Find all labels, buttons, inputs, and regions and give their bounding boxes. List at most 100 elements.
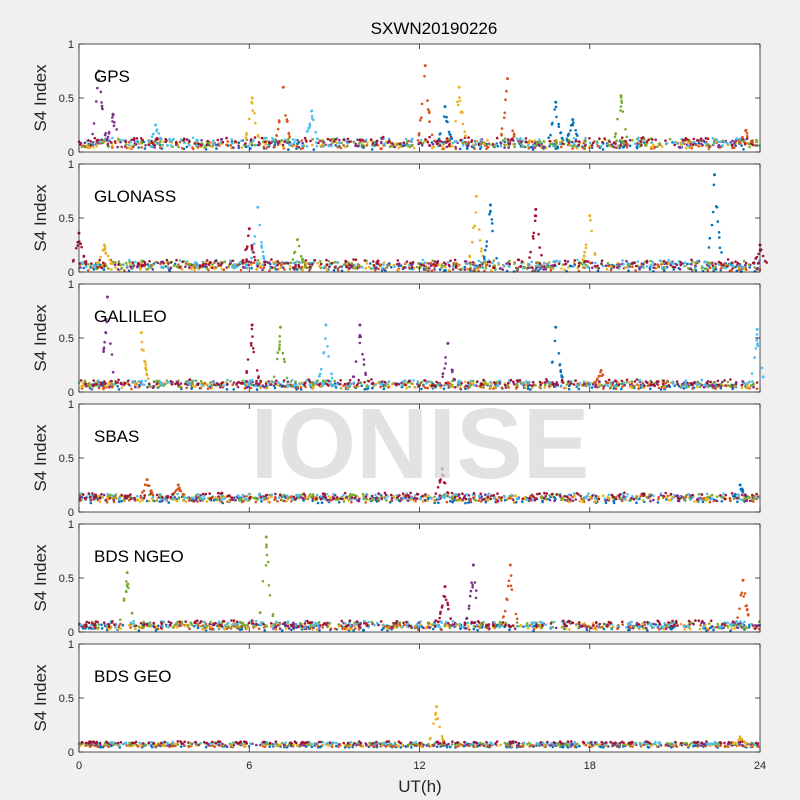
- data-point: [532, 144, 535, 147]
- data-point: [634, 264, 638, 268]
- data-point: [327, 144, 331, 148]
- data-point: [208, 492, 211, 495]
- data-point: [616, 266, 619, 269]
- data-point: [643, 260, 647, 264]
- data-point: [358, 141, 361, 145]
- data-point: [449, 259, 452, 263]
- data-point: [350, 262, 354, 266]
- points-group: [71, 173, 768, 273]
- data-point: [160, 499, 164, 503]
- data-point: [408, 380, 411, 383]
- spike-point: [157, 132, 161, 135]
- spike-point: [252, 251, 255, 254]
- spike-point: [255, 369, 259, 372]
- data-point: [255, 267, 258, 271]
- data-point: [107, 145, 111, 148]
- data-point: [390, 266, 393, 269]
- data-point: [714, 267, 718, 271]
- data-point: [300, 265, 304, 269]
- data-point: [621, 259, 624, 262]
- data-point: [721, 263, 725, 267]
- data-point: [350, 264, 354, 268]
- spike-point: [491, 229, 494, 233]
- data-point: [334, 144, 338, 147]
- data-point: [348, 266, 352, 270]
- data-point: [570, 265, 573, 268]
- data-point: [254, 500, 258, 504]
- data-point: [296, 142, 299, 145]
- data-point: [747, 496, 751, 499]
- data-point: [255, 261, 258, 265]
- data-point: [110, 144, 114, 147]
- data-point: [276, 263, 279, 267]
- data-point: [177, 263, 180, 267]
- data-point: [524, 137, 528, 140]
- spike-point: [316, 137, 319, 140]
- data-point: [590, 143, 594, 147]
- data-point: [596, 386, 599, 389]
- data-point: [420, 380, 424, 384]
- data-point: [367, 379, 371, 383]
- data-point: [283, 140, 286, 143]
- data-point: [390, 382, 394, 386]
- data-point: [397, 262, 401, 266]
- data-point: [492, 145, 495, 148]
- data-point: [358, 381, 362, 384]
- data-point: [708, 145, 711, 149]
- spike-point: [250, 344, 253, 347]
- data-point: [98, 258, 101, 262]
- data-point: [726, 142, 729, 145]
- data-point: [645, 496, 648, 499]
- data-point: [254, 144, 258, 147]
- data-point: [156, 379, 159, 383]
- spike-point: [441, 375, 444, 379]
- data-point: [709, 266, 712, 270]
- data-point: [428, 267, 431, 270]
- data-point: [191, 146, 194, 149]
- data-point: [312, 148, 316, 151]
- data-point: [670, 497, 674, 501]
- data-point: [620, 136, 624, 139]
- data-point: [237, 141, 241, 144]
- spike-point: [257, 135, 260, 139]
- spike-point: [464, 134, 467, 138]
- data-point: [473, 383, 477, 387]
- data-point: [698, 385, 702, 389]
- data-point: [621, 146, 625, 149]
- data-point: [95, 383, 98, 386]
- spike-point: [438, 133, 442, 136]
- spike-point: [104, 331, 108, 335]
- data-point: [303, 383, 306, 387]
- spike-point: [100, 107, 104, 110]
- data-point: [175, 143, 178, 147]
- data-point: [720, 144, 724, 147]
- spike-point: [275, 134, 278, 137]
- spike-point: [533, 219, 537, 223]
- spike-point: [152, 132, 155, 136]
- data-point: [645, 140, 649, 143]
- data-point: [188, 266, 191, 270]
- data-point: [382, 263, 385, 266]
- data-point: [726, 380, 730, 384]
- data-point: [431, 142, 435, 146]
- data-point: [701, 266, 705, 270]
- data-point: [261, 268, 264, 272]
- data-point: [625, 381, 628, 384]
- data-point: [288, 143, 291, 147]
- data-point: [626, 493, 629, 496]
- data-point: [334, 137, 338, 141]
- data-point: [601, 494, 605, 498]
- data-point: [308, 383, 312, 387]
- data-point: [283, 262, 287, 265]
- spike-point: [252, 350, 255, 354]
- data-point: [732, 146, 736, 150]
- data-point: [147, 143, 151, 146]
- data-point: [575, 384, 578, 387]
- spike-point: [555, 115, 558, 119]
- data-point: [214, 496, 217, 499]
- spike-point: [110, 353, 114, 356]
- data-point: [230, 138, 234, 141]
- data-point: [682, 387, 686, 390]
- y-tick-label: 1: [68, 159, 74, 171]
- data-point: [635, 378, 639, 381]
